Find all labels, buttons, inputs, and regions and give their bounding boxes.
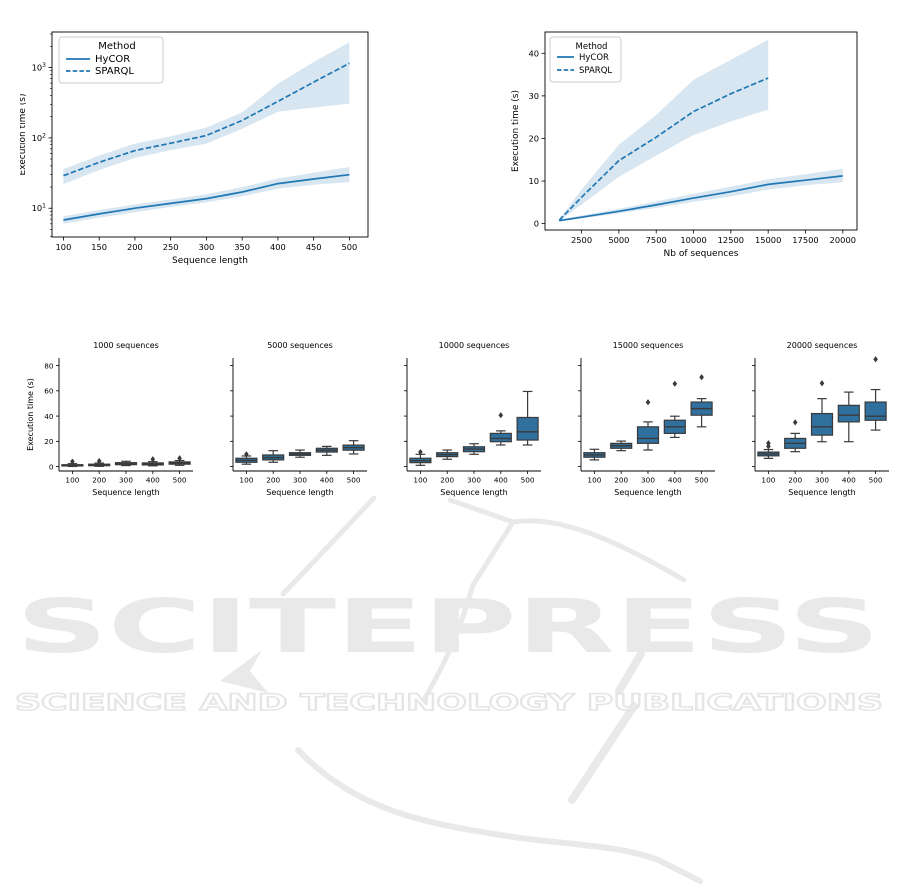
svg-text:Sequence length: Sequence length bbox=[266, 488, 334, 497]
boxplot-row-by-nb-sequences: 1000 sequences 0 20 40 60 80 100 200 300 400 500 Se… bbox=[18, 334, 901, 510]
svg-text:0: 0 bbox=[534, 219, 539, 229]
svg-text:20000 sequences: 20000 sequences bbox=[787, 341, 858, 350]
svg-text:300: 300 bbox=[293, 476, 307, 485]
svg-text:100: 100 bbox=[56, 242, 72, 252]
svg-text:5000: 5000 bbox=[608, 235, 629, 245]
svg-text:Sequence length: Sequence length bbox=[92, 488, 160, 497]
svg-text:Sequence length: Sequence length bbox=[440, 488, 508, 497]
svg-text:200: 200 bbox=[127, 242, 143, 252]
svg-text:500: 500 bbox=[347, 476, 361, 485]
svg-text:100: 100 bbox=[587, 476, 601, 485]
boxplots-by-nb-sequences-svg: 1000 sequences 0 20 40 60 80 100 200 300 400 500 Se… bbox=[26, 341, 889, 497]
svg-text:15000: 15000 bbox=[755, 235, 781, 245]
svg-text:SPARQL: SPARQL bbox=[579, 66, 612, 76]
svg-text:SPARQL: SPARQL bbox=[95, 66, 134, 77]
svg-text:Execution time (s): Execution time (s) bbox=[26, 378, 35, 451]
svg-text:100: 100 bbox=[761, 476, 775, 485]
svg-text:450: 450 bbox=[306, 242, 322, 252]
svg-text:300: 300 bbox=[815, 476, 829, 485]
svg-text:7500: 7500 bbox=[646, 235, 667, 245]
exec-time-vs-nb-sequences-svg: 2500 5000 7500 10000 12500 15000 17500 20000 0 10… bbox=[511, 31, 858, 259]
svg-text:250: 250 bbox=[163, 242, 179, 252]
svg-text:10000 sequences: 10000 sequences bbox=[439, 341, 510, 350]
svg-text:500: 500 bbox=[869, 476, 883, 485]
svg-text:Nb of sequences: Nb of sequences bbox=[664, 249, 739, 259]
svg-text:100: 100 bbox=[413, 476, 427, 485]
exec-time-vs-sequence-length-svg: 100 150 200 250 300 350 400 450 500 101 102 103 Sequ… bbox=[18, 31, 369, 266]
svg-text:100: 100 bbox=[65, 476, 79, 485]
line-chart-exec-time-vs-nb-sequences: 2500 5000 7500 10000 12500 15000 17500 20000 0 10… bbox=[460, 10, 901, 282]
svg-text:10000: 10000 bbox=[680, 235, 706, 245]
svg-text:101: 101 bbox=[32, 203, 47, 214]
svg-text:0: 0 bbox=[49, 462, 54, 471]
svg-text:500: 500 bbox=[521, 476, 535, 485]
svg-text:5000 sequences: 5000 sequences bbox=[267, 341, 333, 350]
svg-text:Execution time (s): Execution time (s) bbox=[511, 90, 521, 172]
svg-text:60: 60 bbox=[44, 387, 54, 396]
svg-text:400: 400 bbox=[146, 476, 160, 485]
svg-text:300: 300 bbox=[641, 476, 655, 485]
svg-text:30: 30 bbox=[528, 91, 539, 101]
svg-text:Sequence length: Sequence length bbox=[172, 256, 248, 266]
watermark-arrow-glyph bbox=[220, 650, 268, 693]
svg-text:40: 40 bbox=[528, 48, 539, 58]
svg-text:400: 400 bbox=[494, 476, 508, 485]
svg-text:2500: 2500 bbox=[571, 235, 592, 245]
svg-text:400: 400 bbox=[842, 476, 856, 485]
svg-text:200: 200 bbox=[788, 476, 802, 485]
svg-text:100: 100 bbox=[239, 476, 253, 485]
svg-text:350: 350 bbox=[234, 242, 250, 252]
svg-text:1000 sequences: 1000 sequences bbox=[93, 341, 159, 350]
svg-text:HyCOR: HyCOR bbox=[95, 54, 130, 65]
svg-text:20: 20 bbox=[44, 437, 54, 446]
watermark-title: SCITEPRESS bbox=[16, 584, 880, 670]
svg-text:Method: Method bbox=[98, 41, 136, 52]
svg-text:HyCOR: HyCOR bbox=[579, 53, 609, 63]
svg-text:200: 200 bbox=[614, 476, 628, 485]
svg-text:Sequence length: Sequence length bbox=[788, 488, 856, 497]
svg-text:500: 500 bbox=[341, 242, 357, 252]
svg-text:17500: 17500 bbox=[792, 235, 818, 245]
svg-text:500: 500 bbox=[173, 476, 187, 485]
svg-text:400: 400 bbox=[270, 242, 286, 252]
svg-text:40: 40 bbox=[44, 412, 54, 421]
svg-text:200: 200 bbox=[440, 476, 454, 485]
svg-text:80: 80 bbox=[44, 361, 54, 370]
svg-text:102: 102 bbox=[32, 132, 47, 143]
svg-text:500: 500 bbox=[695, 476, 709, 485]
svg-text:15000 sequences: 15000 sequences bbox=[613, 341, 684, 350]
svg-text:Sequence length: Sequence length bbox=[614, 488, 682, 497]
svg-text:20000: 20000 bbox=[830, 235, 856, 245]
watermark-subtitle: SCIENCE AND TECHNOLOGY PUBLICATIONS bbox=[15, 691, 883, 716]
svg-text:300: 300 bbox=[199, 242, 215, 252]
svg-text:10: 10 bbox=[528, 176, 539, 186]
svg-text:103: 103 bbox=[32, 62, 47, 73]
svg-text:20: 20 bbox=[528, 133, 539, 143]
svg-text:12500: 12500 bbox=[718, 235, 744, 245]
svg-text:150: 150 bbox=[91, 242, 107, 252]
line-chart-exec-time-vs-sequence-length: 100 150 200 250 300 350 400 450 500 101 102 103 Sequ… bbox=[18, 10, 440, 282]
svg-text:300: 300 bbox=[119, 476, 133, 485]
svg-text:300: 300 bbox=[467, 476, 481, 485]
svg-text:200: 200 bbox=[92, 476, 106, 485]
svg-text:Method: Method bbox=[576, 42, 608, 52]
svg-text:400: 400 bbox=[320, 476, 334, 485]
svg-text:200: 200 bbox=[266, 476, 280, 485]
svg-text:400: 400 bbox=[668, 476, 682, 485]
svg-text:Execution time (s): Execution time (s) bbox=[20, 94, 28, 176]
watermark-swoosh bbox=[280, 495, 703, 884]
